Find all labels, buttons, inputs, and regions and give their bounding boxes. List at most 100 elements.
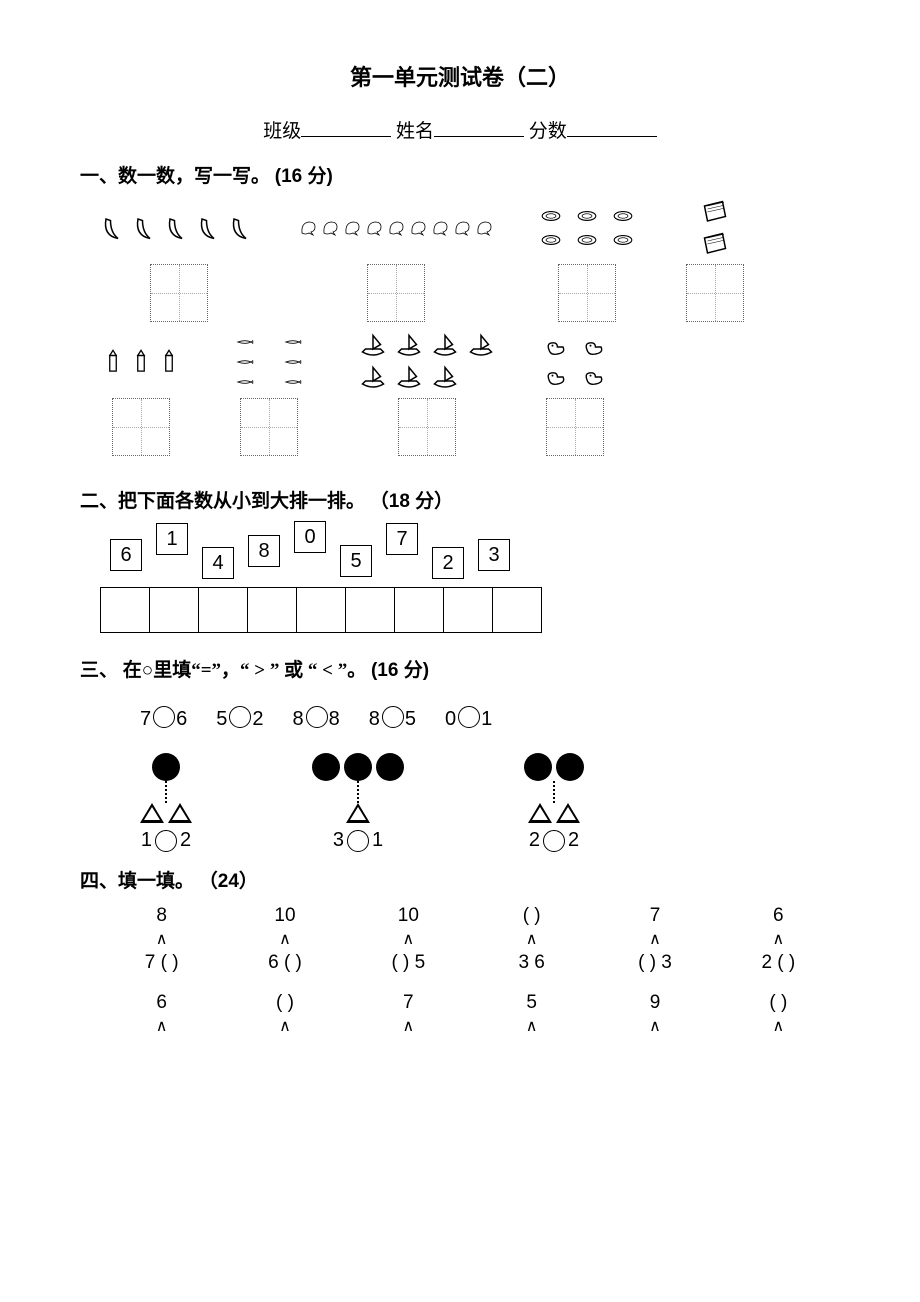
answer-box[interactable] xyxy=(558,264,616,322)
compare-expr: 12 xyxy=(141,829,191,852)
plate-icon xyxy=(606,229,640,251)
sort-answer-cell[interactable] xyxy=(150,588,199,633)
plate-icon xyxy=(534,229,568,251)
class-blank[interactable] xyxy=(301,117,391,137)
duck-icon xyxy=(576,333,612,361)
dotted-line xyxy=(165,781,167,803)
book-icon xyxy=(680,229,750,259)
sort-answer-cell[interactable] xyxy=(493,588,542,633)
name-blank[interactable] xyxy=(434,117,524,137)
split-top: 7 xyxy=(403,990,414,1016)
compare-figure: 31 xyxy=(312,753,404,852)
plate-icon xyxy=(570,229,604,251)
compare-circle[interactable] xyxy=(347,830,369,852)
answer-box[interactable] xyxy=(367,264,425,322)
sort-answer-cell[interactable] xyxy=(444,588,493,633)
q1-image-ducks xyxy=(538,332,612,392)
answer-box[interactable] xyxy=(240,398,298,456)
sort-answer-cell[interactable] xyxy=(199,588,248,633)
shrimp-icon xyxy=(320,204,340,252)
section-4-text: 四、填一填。 xyxy=(80,871,194,892)
number-box-6: 6 xyxy=(110,539,142,571)
score-label: 分数 xyxy=(529,121,567,142)
pencil-icon xyxy=(100,335,126,389)
answer-box[interactable] xyxy=(398,398,456,456)
wedge-icon: ∧ xyxy=(156,929,168,951)
boat-icon xyxy=(392,363,426,393)
split-bottom[interactable]: 7 ( ) xyxy=(145,950,179,976)
name-label: 姓名 xyxy=(396,121,434,142)
shrimp-icon xyxy=(364,204,384,252)
answer-box[interactable] xyxy=(686,264,744,322)
split-number-cell: 7∧ xyxy=(347,990,470,1037)
score-blank[interactable] xyxy=(567,117,657,137)
split-top: 6 xyxy=(773,903,784,929)
shrimp-icon xyxy=(452,204,472,252)
triangle-icon xyxy=(168,803,192,823)
compare-expr: 52 xyxy=(216,706,264,731)
solid-circle-icon xyxy=(524,753,552,781)
answer-box[interactable] xyxy=(112,398,170,456)
q1-item-books xyxy=(680,198,750,322)
q1-item-plates xyxy=(534,198,640,322)
duck-icon xyxy=(576,363,612,391)
split-number-cell: 5∧ xyxy=(470,990,593,1037)
q4-row-2: 6∧( )∧7∧5∧9∧( )∧ xyxy=(100,990,840,1037)
banana-icon xyxy=(132,203,162,253)
banana-icon xyxy=(228,203,258,253)
split-top: ( ) xyxy=(523,903,541,929)
compare-circle[interactable] xyxy=(229,706,251,728)
compare-circle[interactable] xyxy=(155,830,177,852)
sort-answer-cell[interactable] xyxy=(346,588,395,633)
compare-circle[interactable] xyxy=(458,706,480,728)
pencil-icon xyxy=(156,335,182,389)
split-bottom[interactable]: 2 ( ) xyxy=(761,950,795,976)
q2-answer-row xyxy=(101,588,542,633)
section-4-heading: 四、填一填。 （24） xyxy=(80,866,840,893)
q1-item-ducks xyxy=(538,332,612,456)
q1-item-pencils xyxy=(100,332,182,456)
answer-box[interactable] xyxy=(150,264,208,322)
sort-answer-cell[interactable] xyxy=(248,588,297,633)
compare-circle[interactable] xyxy=(153,706,175,728)
split-number-cell: ( )∧3 6 xyxy=(470,903,593,976)
q1-item-boats xyxy=(356,332,498,456)
answer-box[interactable] xyxy=(546,398,604,456)
split-top: 7 xyxy=(650,903,661,929)
carrot-icon xyxy=(270,333,316,351)
page-title: 第一单元测试卷（二） xyxy=(80,60,840,92)
split-top: 8 xyxy=(156,903,167,929)
compare-figure: 22 xyxy=(524,753,584,852)
boat-icon xyxy=(428,363,462,393)
q1-item-shrimps xyxy=(298,198,494,322)
sort-answer-cell[interactable] xyxy=(297,588,346,633)
section-4-points: （24） xyxy=(199,871,258,892)
boat-icon xyxy=(428,331,462,361)
number-box-2: 2 xyxy=(432,547,464,579)
number-box-4: 4 xyxy=(202,547,234,579)
split-bottom[interactable]: ( ) 5 xyxy=(391,950,425,976)
duck-icon xyxy=(538,333,574,361)
compare-circle[interactable] xyxy=(382,706,404,728)
split-bottom[interactable]: 3 6 xyxy=(518,950,544,976)
sort-answer-cell[interactable] xyxy=(101,588,150,633)
split-bottom[interactable]: 6 ( ) xyxy=(268,950,302,976)
compare-circle[interactable] xyxy=(306,706,328,728)
dotted-line xyxy=(357,781,359,803)
split-number-cell: 8∧7 ( ) xyxy=(100,903,223,976)
q1-image-bananas xyxy=(100,198,258,258)
split-number-cell: 6∧ xyxy=(100,990,223,1037)
boat-icon xyxy=(392,331,426,361)
section-3-text: 三、 在○里填“=”，“ > ” 或 “ < ”。 xyxy=(80,660,366,681)
split-bottom[interactable]: ( ) 3 xyxy=(638,950,672,976)
compare-expr: 88 xyxy=(293,706,341,731)
compare-circle[interactable] xyxy=(543,830,565,852)
section-3-heading: 三、 在○里填“=”，“ > ” 或 “ < ”。 (16 分) xyxy=(80,655,840,682)
sort-answer-cell[interactable] xyxy=(395,588,444,633)
triangle-icon xyxy=(528,803,552,823)
wedge-icon: ∧ xyxy=(526,929,538,951)
banana-icon xyxy=(196,203,226,253)
solid-circle-icon xyxy=(312,753,340,781)
q3-figure-row: 12 31 22 xyxy=(140,753,840,852)
carrot-icon xyxy=(222,333,268,351)
